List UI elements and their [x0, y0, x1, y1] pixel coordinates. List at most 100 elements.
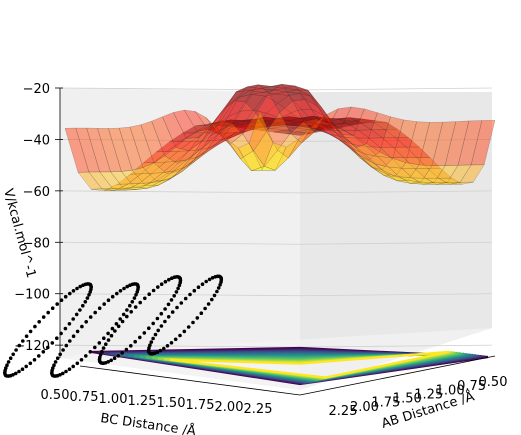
trajectory-point	[109, 358, 113, 363]
surface-patch	[253, 131, 278, 167]
surface-patch	[407, 164, 433, 183]
surface-patch	[248, 110, 274, 171]
surface-patch	[238, 121, 263, 128]
surface-patch	[349, 147, 374, 169]
bc-tick-label: 2.25	[244, 402, 273, 417]
surface-patch	[129, 162, 155, 175]
surface-patch	[175, 137, 201, 152]
surface-patch	[134, 184, 159, 189]
surface-patch	[245, 122, 270, 132]
surface-patch	[351, 118, 376, 124]
trajectory-point	[52, 363, 56, 368]
surface-patch	[190, 132, 216, 142]
trajectory-point	[147, 292, 151, 297]
surface-patch	[282, 123, 307, 129]
trajectory-point	[133, 339, 137, 344]
trajectory-point	[68, 339, 72, 343]
surface-patch	[116, 173, 142, 185]
surface-patch	[234, 127, 259, 137]
trajectory-point	[8, 356, 13, 361]
surface-patch	[325, 125, 350, 149]
grid-lines	[59, 87, 493, 348]
surface-patch	[279, 100, 304, 134]
surface-patch	[264, 149, 289, 171]
trajectory-point	[125, 284, 129, 289]
trajectory-point	[14, 371, 18, 376]
grid-line	[299, 293, 493, 297]
trajectory-point	[135, 290, 139, 294]
surface-patch	[127, 173, 153, 185]
grid-line	[59, 139, 301, 142]
surface-patch	[192, 125, 219, 134]
trajectory-point	[81, 303, 85, 308]
right-pane	[300, 92, 492, 390]
trajectory-point	[59, 298, 64, 303]
trajectory-point	[71, 364, 75, 369]
trajectory-point	[203, 306, 207, 311]
surface-patch	[218, 122, 244, 145]
surface-patch	[269, 122, 294, 127]
surface-patch	[290, 121, 315, 144]
trajectory-point	[50, 341, 55, 345]
surface-patch	[282, 123, 307, 128]
surface-patch	[218, 123, 244, 142]
trajectory-point	[37, 320, 41, 324]
surface-patch	[227, 94, 253, 118]
surface-patch	[194, 111, 220, 135]
surface-patch	[333, 125, 359, 155]
grid-line	[59, 241, 301, 245]
trajectory-point	[218, 283, 222, 287]
surface-patch	[370, 166, 396, 177]
surface-patch	[186, 147, 211, 161]
surface-patch	[140, 120, 166, 164]
bc-tick-label: 2.00	[215, 400, 244, 415]
surface-patch	[251, 116, 276, 123]
trajectory-point	[200, 282, 205, 287]
trajectory-point	[68, 291, 72, 296]
trajectory-point	[169, 341, 174, 345]
trajectory-point	[174, 290, 179, 294]
surface-patch	[268, 117, 295, 126]
trajectory-point	[98, 352, 103, 357]
surface-patch	[405, 146, 431, 158]
trajectory-point	[191, 320, 195, 325]
ab-tick-label: 2.00	[350, 400, 379, 415]
surface-patch	[423, 182, 448, 185]
surface-patch	[199, 139, 224, 151]
surface-patch	[99, 171, 125, 189]
trajectory-point	[87, 293, 91, 297]
trajectory-point	[155, 350, 160, 355]
surface-patch	[166, 141, 192, 152]
bc-tick-label: 0.50	[41, 388, 70, 403]
trajectory-point	[104, 342, 108, 347]
surface-patch	[457, 120, 483, 166]
surface-patch	[377, 156, 403, 169]
surface-patch	[186, 125, 211, 139]
trajectory-point	[125, 314, 129, 319]
left-pane	[60, 88, 300, 390]
trajectory-point	[172, 294, 176, 298]
surface-patch	[427, 168, 453, 179]
trajectory-point	[75, 329, 80, 334]
surface-patch	[160, 167, 185, 182]
surface-patch	[151, 161, 177, 174]
trajectory-point	[120, 351, 124, 355]
surface-patch	[231, 101, 257, 135]
grid-line	[299, 241, 493, 245]
trajectory-point	[67, 367, 72, 372]
surface-patch	[275, 91, 300, 96]
trajectory-point	[20, 367, 25, 372]
surface-patch	[243, 118, 268, 124]
surface-patch	[362, 118, 387, 123]
surface-patch	[314, 117, 339, 122]
surface-patch	[362, 157, 387, 175]
trajectory-point	[118, 317, 122, 321]
surface-patch	[319, 125, 344, 130]
trajectory-point	[215, 289, 219, 294]
ab-tick-label: 1.75	[371, 396, 400, 411]
surface-patch	[203, 116, 228, 147]
surface-patch	[247, 126, 272, 132]
trajectory-point	[195, 316, 200, 320]
surface-patch	[88, 171, 114, 190]
trajectory-point	[79, 358, 84, 362]
